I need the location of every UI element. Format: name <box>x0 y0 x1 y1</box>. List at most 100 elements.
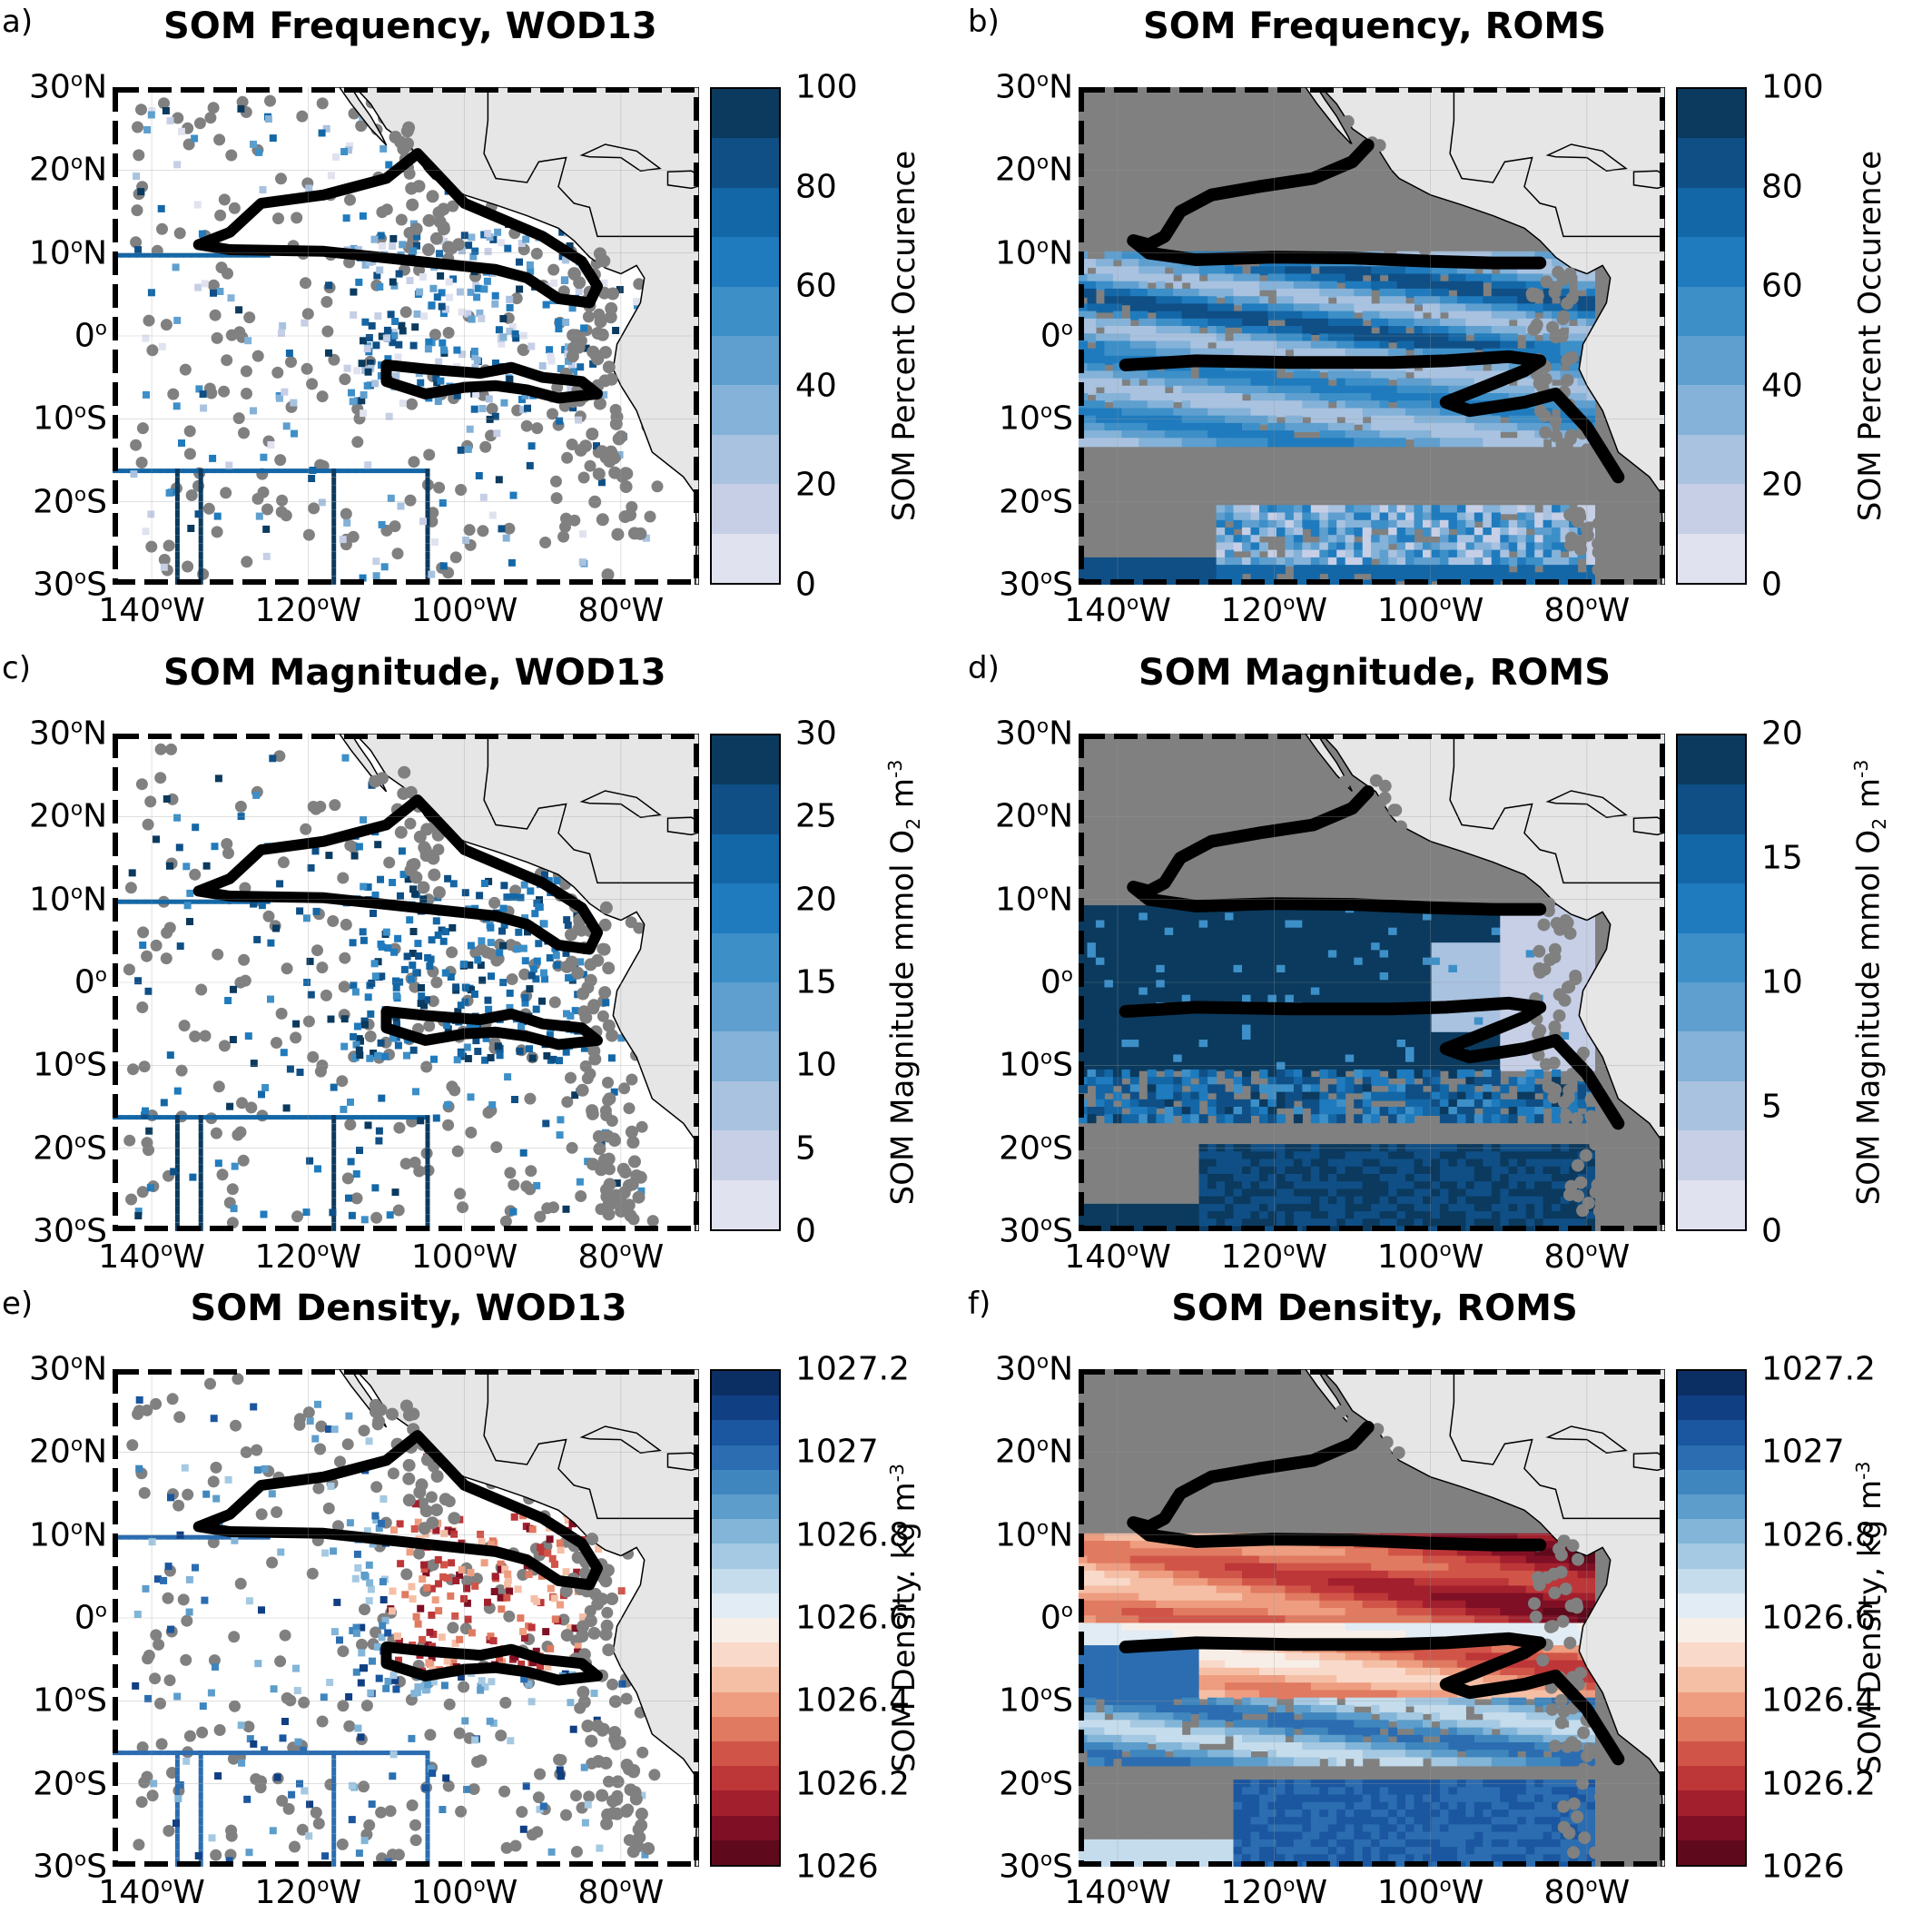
missing-dot <box>160 952 172 965</box>
grid-cell <box>1233 393 1243 402</box>
grid-cell <box>1087 438 1097 448</box>
map-svg <box>1079 734 1665 1231</box>
obs-cell <box>174 535 180 544</box>
obs-cell <box>174 527 180 536</box>
missing-dot <box>520 1180 533 1193</box>
grid-cell <box>1414 505 1424 515</box>
grid-cell <box>1474 326 1484 335</box>
colorbar-segment <box>712 138 779 188</box>
obs-cell <box>159 468 169 474</box>
grid-cell <box>1345 438 1355 448</box>
grid-cell <box>1491 385 1501 395</box>
grid-cell <box>1267 942 1277 952</box>
grid-cell <box>1104 1010 1114 1020</box>
obs-cell <box>487 1054 495 1061</box>
grid-cell <box>1345 964 1355 974</box>
grid-cell <box>1156 950 1166 960</box>
grid-cell <box>1508 972 1518 981</box>
grid-cell <box>1465 273 1475 283</box>
grid-cell <box>1250 415 1260 425</box>
missing-dot <box>130 439 143 451</box>
obs-cell <box>480 285 488 293</box>
missing-dot <box>622 1198 636 1212</box>
grid-cell <box>1233 408 1243 418</box>
grid-cell <box>1104 438 1114 448</box>
grid-cell <box>1242 385 1251 395</box>
grid-cell <box>1198 994 1208 1004</box>
obs-cell <box>142 1107 149 1115</box>
grid-cell <box>1552 259 1562 269</box>
grid-cell <box>1500 957 1510 967</box>
grid-cell <box>1474 370 1484 380</box>
grid-cell <box>1129 957 1139 967</box>
grid-cell <box>1379 912 1389 922</box>
grid-cell <box>1293 438 1303 448</box>
missing-dot <box>1592 563 1605 577</box>
grid-cell <box>1508 385 1518 395</box>
grid-cell <box>1225 512 1235 522</box>
missing-dot <box>605 301 618 315</box>
grid-cell <box>1474 934 1484 944</box>
grid-cell <box>1431 950 1441 960</box>
grid-cell <box>1259 972 1268 981</box>
grid-cell <box>1121 572 1131 582</box>
grid-cell <box>1423 430 1432 440</box>
grid-cell <box>1345 430 1355 440</box>
grid-cell <box>1336 326 1346 335</box>
obs-cell <box>187 525 195 532</box>
missing-dot <box>316 97 329 110</box>
grid-cell <box>1525 565 1535 575</box>
grid-cell <box>1569 378 1579 388</box>
grid-cell <box>1456 987 1466 997</box>
obs-cell <box>425 1115 430 1124</box>
grid-cell <box>1500 519 1510 529</box>
grid-cell <box>1216 1010 1226 1020</box>
obs-cell <box>198 1148 203 1157</box>
grid-cell <box>1087 964 1097 974</box>
obs-cell <box>524 928 531 936</box>
grid-cell <box>1396 957 1406 967</box>
grid-cell <box>1147 288 1157 298</box>
grid-cell <box>1543 572 1552 582</box>
grid-cell <box>1525 957 1535 967</box>
grid-cell <box>1388 385 1398 395</box>
obs-cell <box>493 429 501 438</box>
missing-dot <box>446 946 458 959</box>
grid-cell <box>1173 408 1183 418</box>
grid-cell <box>1414 1024 1424 1034</box>
grid-cell <box>1569 1017 1579 1027</box>
grid-cell <box>1327 927 1337 937</box>
missing-dot <box>1398 220 1412 233</box>
obs-cell <box>613 1179 621 1188</box>
obs-cell <box>349 939 357 947</box>
grid-cell <box>1147 422 1157 432</box>
obs-cell <box>230 468 240 474</box>
obs-cell <box>478 976 487 984</box>
grid-cell <box>1586 557 1595 567</box>
grid-cell <box>1431 408 1441 418</box>
grid-cell <box>1456 318 1466 328</box>
grid-cell <box>1216 318 1226 328</box>
grid-cell <box>1388 964 1398 974</box>
grid-cell <box>1474 340 1484 350</box>
grid-cell <box>1302 370 1312 380</box>
grid-cell <box>1164 438 1174 448</box>
grid-cell <box>1319 557 1329 567</box>
obs-cell <box>461 983 469 991</box>
grid-cell <box>1396 934 1406 944</box>
grid-cell <box>1362 370 1372 380</box>
obs-cell <box>498 239 506 247</box>
grid-cell <box>1327 565 1337 575</box>
obs-cell <box>392 983 400 991</box>
obs-cell <box>498 927 506 935</box>
grid-cell <box>1293 519 1303 529</box>
grid-cell <box>1181 565 1191 575</box>
grid-cell <box>1267 408 1277 418</box>
grid-cell <box>1121 920 1131 930</box>
grid-cell <box>1087 408 1097 418</box>
grid-cell <box>1552 1001 1562 1011</box>
grid-cell <box>1525 273 1535 283</box>
grid-cell <box>1216 957 1226 967</box>
obs-cell <box>167 468 177 474</box>
colorbar-tick-label: 80 <box>795 168 837 206</box>
